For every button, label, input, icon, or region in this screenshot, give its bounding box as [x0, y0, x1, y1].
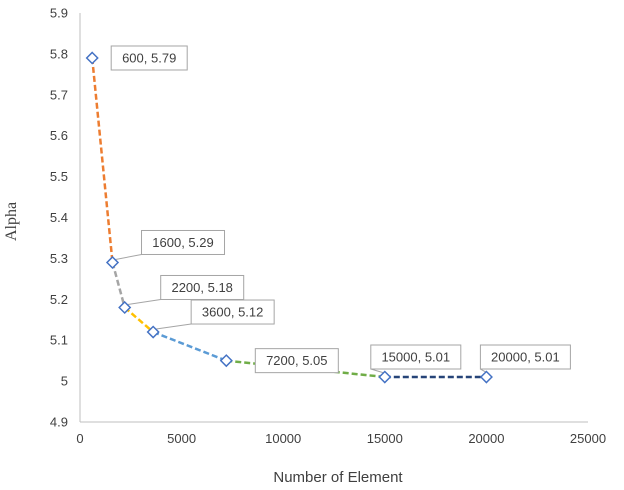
x-tick-label: 15000 [367, 431, 403, 446]
y-tick-label: 5.6 [50, 128, 68, 143]
data-label-box [141, 229, 226, 255]
x-axis-title: Number of Element [273, 469, 403, 486]
y-tick-label: 5.8 [50, 46, 68, 61]
data-label-box [110, 45, 188, 71]
x-tick-label: 5000 [167, 431, 196, 446]
data-point-marker [219, 354, 233, 368]
data-point-marker [479, 370, 493, 384]
data-point-marker [118, 300, 132, 315]
tick-labels: 0 5000 10000 15000 20000 25000 4.9 5 5.1 5.2 5.3 5.… [50, 6, 606, 447]
data-point-marker [378, 370, 392, 384]
data-label-text: 20000, 5.01 [491, 350, 560, 365]
y-tick-label: 5.2 [50, 292, 68, 307]
y-tick-label: 5.1 [50, 333, 68, 348]
data-label: 15000, 5.01 [370, 344, 462, 370]
data-label-text: 7200, 5.05 [266, 353, 327, 368]
leader-line [156, 323, 192, 330]
y-tick-label: 5.9 [50, 6, 68, 21]
x-tick-label: 0 [76, 431, 83, 446]
data-label-box [370, 344, 462, 370]
leader-line [115, 253, 142, 260]
y-axis-title: Alpha [3, 202, 20, 241]
data-point-marker [146, 325, 160, 339]
data-label: 2200, 5.18 [160, 274, 245, 300]
line-segment [123, 306, 154, 333]
data-label-box [254, 348, 339, 374]
data-label-text: 2200, 5.18 [171, 280, 232, 295]
axes [79, 13, 588, 423]
data-label: 20000, 5.01 [479, 344, 571, 370]
line-segment [111, 262, 126, 308]
data-label-box [190, 299, 275, 325]
data-label-text: 600, 5.79 [122, 50, 176, 65]
data-label: 3600, 5.12 [190, 299, 275, 325]
data-label-text: 1600, 5.29 [152, 235, 213, 250]
y-tick-label: 5.5 [50, 169, 68, 184]
x-tick-label: 25000 [570, 431, 606, 446]
data-label-box [479, 344, 571, 370]
line-segment [152, 330, 227, 362]
data-point-marker [85, 51, 99, 65]
data-label-text: 15000, 5.01 [381, 350, 450, 365]
data-point-marker [105, 255, 120, 270]
x-tick-label: 10000 [265, 431, 301, 446]
line-segment [90, 57, 114, 263]
y-tick-label: 5.7 [50, 87, 68, 102]
data-label: 600, 5.79 [110, 45, 188, 71]
data-labels: 600, 5.79 1600, 5.29 2200, 5.18 3600, 5.12 7… [110, 45, 571, 374]
y-tick-label: 5.3 [50, 251, 68, 266]
y-tick-label: 5 [61, 374, 68, 389]
y-tick-label: 4.9 [50, 415, 68, 430]
data-label-text: 3600, 5.12 [202, 305, 263, 320]
series-markers [85, 51, 493, 384]
x-tick-label: 20000 [468, 431, 504, 446]
series-line [90, 57, 487, 379]
data-label: 7200, 5.05 [254, 348, 339, 374]
y-tick-label: 5.4 [50, 210, 68, 225]
leader-line [127, 298, 161, 305]
data-label-box [160, 274, 245, 300]
data-label: 1600, 5.29 [141, 229, 226, 255]
